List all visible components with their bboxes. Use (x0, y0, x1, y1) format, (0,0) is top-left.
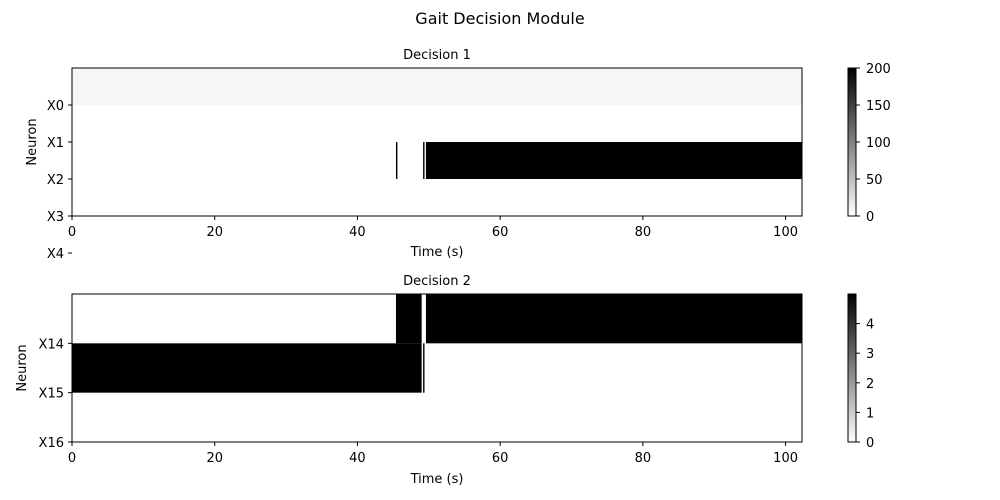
colorbar-tick-label: 0 (866, 210, 874, 225)
y-tick-label: X16 (39, 436, 64, 451)
colorbar-tick-label: 100 (866, 136, 891, 151)
colorbar: 0 50 100 150 200 (847, 62, 891, 225)
heatmap-cell (72, 343, 422, 393)
heatmap-cell (395, 142, 398, 179)
y-tick-label: X0 (47, 99, 64, 114)
colorbar-tick-label: 150 (866, 99, 891, 114)
x-tick-label: 0 (68, 225, 76, 240)
colorbar-tick-label: 0 (866, 436, 874, 451)
y-tick-label: X2 (47, 173, 64, 188)
panel-title: Decision 2 (403, 274, 471, 289)
y-tick-label: X4 (47, 247, 64, 262)
plot-frame (71, 293, 803, 443)
y-axis-label: Neuron (15, 344, 30, 391)
x-axis-label: Time (s) (410, 472, 464, 487)
figure-title: Gait Decision Module (415, 9, 584, 28)
heatmap-cell (425, 142, 802, 179)
x-tick-label: 80 (635, 451, 652, 466)
y-tick-label: X14 (39, 337, 64, 352)
x-tick-label: 60 (492, 451, 509, 466)
heatmap-cell (423, 343, 425, 393)
y-tick-label: X3 (47, 210, 64, 225)
x-tick-label: 100 (773, 451, 798, 466)
x-tick-label: 20 (206, 451, 223, 466)
y-axis-label: Neuron (25, 118, 40, 165)
heatmap-cell (423, 142, 425, 179)
x-tick-label: 60 (492, 225, 509, 240)
x-tick-label: 40 (349, 225, 366, 240)
colorbar-tick-label: 200 (866, 62, 891, 77)
colorbar: 0 1 2 3 4 (847, 293, 874, 451)
heatmap-cell (72, 68, 802, 105)
x-tick-label: 100 (773, 225, 798, 240)
colorbar-tick-label: 3 (866, 347, 874, 362)
panel-title: Decision 1 (403, 48, 471, 63)
x-axis-label: Time (s) (410, 245, 464, 260)
y-tick-label: X15 (39, 387, 64, 402)
heatmap-cell (425, 294, 802, 344)
colorbar-tick-label: 2 (866, 377, 874, 392)
colorbar-scale (847, 67, 857, 217)
x-tick-label: 40 (349, 451, 366, 466)
panel-1: Decision 1 0 20 40 60 80 100 X0 X1 X2 X3 X4 Time (s)… (25, 48, 891, 262)
colorbar-tick-label: 50 (866, 173, 883, 188)
x-tick-label: 80 (635, 225, 652, 240)
heatmap-cell (395, 294, 422, 344)
colorbar-tick-label: 4 (866, 318, 874, 333)
colorbar-scale (847, 293, 857, 443)
y-tick-label: X1 (47, 136, 64, 151)
colorbar-tick-label: 1 (866, 406, 874, 421)
x-tick-label: 0 (68, 451, 76, 466)
x-tick-label: 20 (206, 225, 223, 240)
